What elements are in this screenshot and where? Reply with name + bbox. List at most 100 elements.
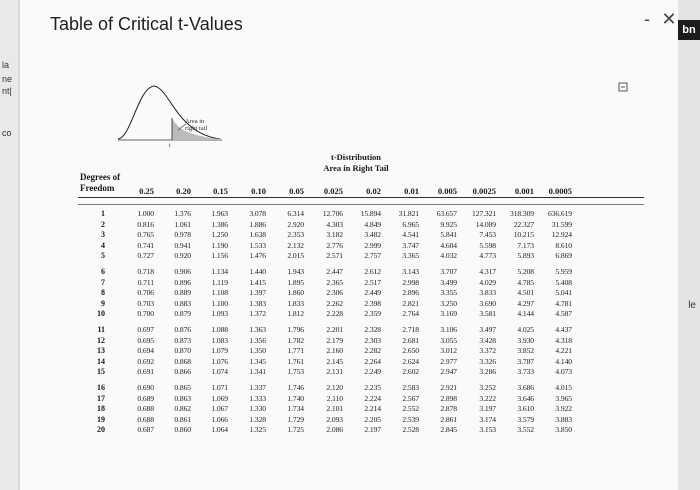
table-cell: 2.681 bbox=[402, 335, 419, 345]
table-cell: 1.190 bbox=[211, 240, 228, 250]
table-cell: 3.497 bbox=[479, 325, 496, 334]
table-cell: 1.350 bbox=[249, 346, 266, 356]
df-cell: 18 bbox=[97, 404, 105, 414]
close-button[interactable]: ✕ bbox=[661, 8, 677, 29]
table-title: t-Distribution Area in Right Tail bbox=[288, 152, 424, 174]
table-cell: 5.598 bbox=[479, 240, 496, 250]
table-cell: 10.215 bbox=[513, 230, 534, 240]
table-cell: 2.757 bbox=[364, 251, 381, 261]
background-text-fragment: le bbox=[688, 300, 696, 311]
table-cell: 3.482 bbox=[364, 230, 381, 240]
table-cell: 2.612 bbox=[364, 267, 381, 276]
table-subtitle: Area in Right Tail bbox=[323, 163, 389, 173]
curve-area-label: Area in right tail bbox=[185, 118, 211, 132]
table-cell: 3.965 bbox=[555, 393, 572, 403]
background-tab[interactable]: bn bbox=[678, 20, 700, 40]
table-cell: 3.552 bbox=[517, 425, 534, 435]
header-rule-lower bbox=[78, 204, 644, 205]
table-cell: 3.733 bbox=[517, 367, 534, 377]
table-cell: 2.718 bbox=[402, 325, 419, 334]
table-cell: 15.894 bbox=[360, 209, 381, 218]
df-cell: 17 bbox=[97, 393, 105, 403]
table-cell: 0.690 bbox=[137, 383, 154, 392]
table-cell: 8.610 bbox=[555, 240, 572, 250]
table-cell: 0.870 bbox=[174, 346, 191, 356]
table-cell: 0.691 bbox=[137, 367, 154, 377]
df-cell: 2 bbox=[101, 219, 105, 229]
table-cell: 2.353 bbox=[287, 230, 304, 240]
table-cell: 3.428 bbox=[479, 335, 496, 345]
table-cell: 2.764 bbox=[402, 309, 419, 319]
table-cell: 3.326 bbox=[479, 356, 496, 366]
table-cell: 4.785 bbox=[517, 277, 534, 287]
table-cell: 1.337 bbox=[249, 383, 266, 392]
table-cell: 3.250 bbox=[440, 298, 457, 308]
table-cell: 1.376 bbox=[174, 209, 191, 218]
table-cell: 3.197 bbox=[479, 404, 496, 414]
table-cell: 2.998 bbox=[402, 277, 419, 287]
table-cell: 1.860 bbox=[287, 288, 304, 298]
table-cell: 3.852 bbox=[517, 346, 534, 356]
table-cell: 0.863 bbox=[174, 393, 191, 403]
table-cell: 1.330 bbox=[249, 404, 266, 414]
table-cell: 0.889 bbox=[174, 288, 191, 298]
table-cell: 3.153 bbox=[479, 425, 496, 435]
table-cell: 63.657 bbox=[436, 209, 457, 218]
t-marker: t bbox=[169, 143, 171, 148]
table-cell: 0.920 bbox=[174, 251, 191, 261]
df-cell: 14 bbox=[97, 356, 105, 366]
table-cell: 3.365 bbox=[402, 251, 419, 261]
table-cell: 4.025 bbox=[517, 325, 534, 334]
table-cell: 1.074 bbox=[211, 367, 228, 377]
table-cell: 14.089 bbox=[475, 219, 496, 229]
table-cell: 4.317 bbox=[479, 267, 496, 276]
background-right-strip: bn le bbox=[678, 0, 700, 490]
background-left-strip: la ne nt| co bbox=[0, 0, 18, 490]
table-cell: 1.076 bbox=[211, 356, 228, 366]
table-cell: 1.372 bbox=[249, 309, 266, 319]
table-cell: 9.925 bbox=[440, 219, 457, 229]
table-cell: 1.812 bbox=[287, 309, 304, 319]
table-cell: 0.703 bbox=[137, 298, 154, 308]
table-cell: 5.959 bbox=[555, 267, 572, 276]
table-cell: 1.333 bbox=[249, 393, 266, 403]
table-cell: 1.328 bbox=[249, 414, 266, 424]
table-cell: 0.765 bbox=[137, 230, 154, 240]
df-cell: 19 bbox=[97, 414, 105, 424]
table-cell: 2.567 bbox=[402, 393, 419, 403]
table-title-text: t-Distribution bbox=[330, 152, 382, 162]
resize-icon[interactable] bbox=[618, 82, 628, 92]
table-cell: 0.692 bbox=[137, 356, 154, 366]
table-cell: 7.173 bbox=[517, 240, 534, 250]
table-cell: 22.327 bbox=[513, 219, 534, 229]
table-cell: 2.552 bbox=[402, 404, 419, 414]
table-cell: 3.012 bbox=[440, 346, 457, 356]
df-column-header: Degrees of Freedom bbox=[80, 172, 121, 193]
table-cell: 2.821 bbox=[402, 298, 419, 308]
table-cell: 1.963 bbox=[211, 209, 228, 218]
table-cell: 0.687 bbox=[137, 425, 154, 435]
column-header: 0.01 bbox=[404, 186, 419, 196]
table-cell: 0.879 bbox=[174, 309, 191, 319]
table-cell: 3.883 bbox=[555, 414, 572, 424]
table-cell: 2.878 bbox=[440, 404, 457, 414]
table-cell: 3.690 bbox=[479, 298, 496, 308]
table-cell: 1.108 bbox=[211, 288, 228, 298]
minimize-button[interactable]: - bbox=[644, 8, 650, 29]
df-cell: 7 bbox=[101, 277, 105, 287]
background-text-fragment: nt| bbox=[2, 86, 12, 96]
table-cell: 2.602 bbox=[402, 367, 419, 377]
table-cell: 1.156 bbox=[211, 251, 228, 261]
column-header: 0.005 bbox=[437, 186, 457, 196]
table-cell: 1.753 bbox=[287, 367, 304, 377]
table-cell: 4.032 bbox=[440, 251, 457, 261]
table-cell: 3.922 bbox=[555, 404, 572, 414]
df-cell: 11 bbox=[97, 325, 105, 334]
table-cell: 0.697 bbox=[137, 325, 154, 334]
df-cell: 5 bbox=[101, 251, 105, 261]
table-cell: 5.893 bbox=[517, 251, 534, 261]
table-cell: 2.228 bbox=[326, 309, 343, 319]
column-header: 0.02 bbox=[366, 186, 381, 196]
table-cell: 0.695 bbox=[137, 335, 154, 345]
df-cell: 15 bbox=[97, 367, 105, 377]
